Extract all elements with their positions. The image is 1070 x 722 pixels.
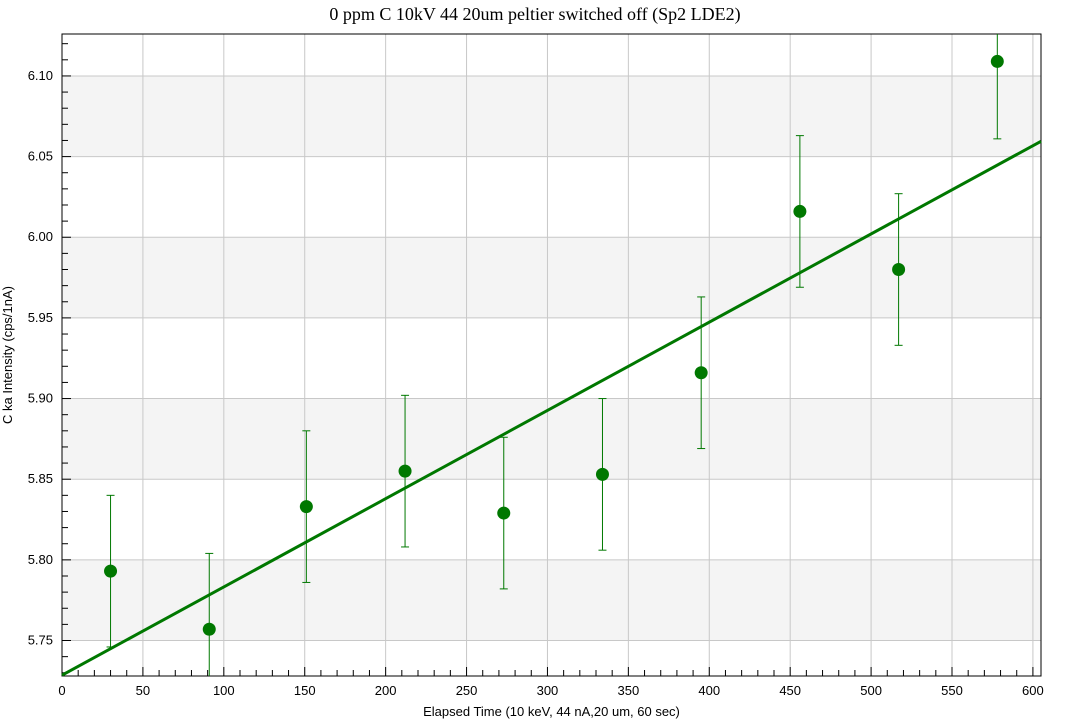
x-axis-ticks: 0 50 100 150 200 250 300 350 400 450 500 550 600 bbox=[58, 667, 1044, 698]
x-tick-label: 350 bbox=[618, 683, 640, 698]
x-tick-label: 50 bbox=[136, 683, 150, 698]
background-band bbox=[62, 559, 1041, 641]
background-band bbox=[62, 75, 1041, 157]
background-bands bbox=[62, 34, 1041, 641]
y-tick-label: 5.85 bbox=[28, 471, 53, 486]
x-tick-label: 200 bbox=[375, 683, 397, 698]
data-point bbox=[299, 500, 313, 514]
x-tick-label: 450 bbox=[779, 683, 801, 698]
fit-line-group bbox=[61, 139, 1042, 677]
data-point bbox=[595, 467, 609, 481]
background-band bbox=[62, 398, 1041, 480]
y-tick-label: 6.10 bbox=[28, 68, 53, 83]
x-tick-label: 400 bbox=[698, 683, 720, 698]
x-tick-label: 500 bbox=[860, 683, 882, 698]
y-tick-label: 6.05 bbox=[28, 149, 53, 164]
background-band bbox=[62, 237, 1041, 318]
y-tick-label: 5.75 bbox=[28, 633, 53, 648]
data-point bbox=[104, 564, 118, 578]
data-point bbox=[793, 204, 807, 218]
y-axis-ticks: 5.75 5.80 5.85 5.90 5.95 6.00 6.05 6.10 bbox=[28, 43, 71, 674]
x-tick-label: 550 bbox=[941, 683, 963, 698]
y-axis-label: C ka Intensity (cps/1nA) bbox=[0, 286, 15, 424]
background-band bbox=[62, 34, 1041, 76]
fit-line bbox=[61, 139, 1042, 677]
grid-lines bbox=[62, 34, 1041, 676]
x-tick-label: 250 bbox=[456, 683, 478, 698]
data-point bbox=[497, 506, 511, 520]
x-tick-label: 150 bbox=[294, 683, 316, 698]
y-tick-label: 5.80 bbox=[28, 552, 53, 567]
x-tick-label: 300 bbox=[537, 683, 559, 698]
y-tick-label: 5.95 bbox=[28, 310, 53, 325]
y-tick-label: 6.00 bbox=[28, 229, 53, 244]
x-tick-label: 0 bbox=[58, 683, 65, 698]
x-tick-label: 100 bbox=[213, 683, 235, 698]
y-tick-label: 5.90 bbox=[28, 391, 53, 406]
data-point bbox=[694, 366, 708, 380]
data-point bbox=[202, 622, 216, 636]
x-axis-label: Elapsed Time (10 keV, 44 nA,20 um, 60 se… bbox=[423, 704, 680, 719]
chart-title: 0 ppm C 10kV 44 20um peltier switched of… bbox=[329, 4, 740, 25]
plot-frame bbox=[61, 33, 1042, 677]
data-points bbox=[104, 34, 1004, 676]
x-tick-label: 600 bbox=[1022, 683, 1044, 698]
data-point bbox=[892, 263, 906, 277]
data-point bbox=[398, 464, 412, 478]
data-point bbox=[990, 54, 1004, 68]
